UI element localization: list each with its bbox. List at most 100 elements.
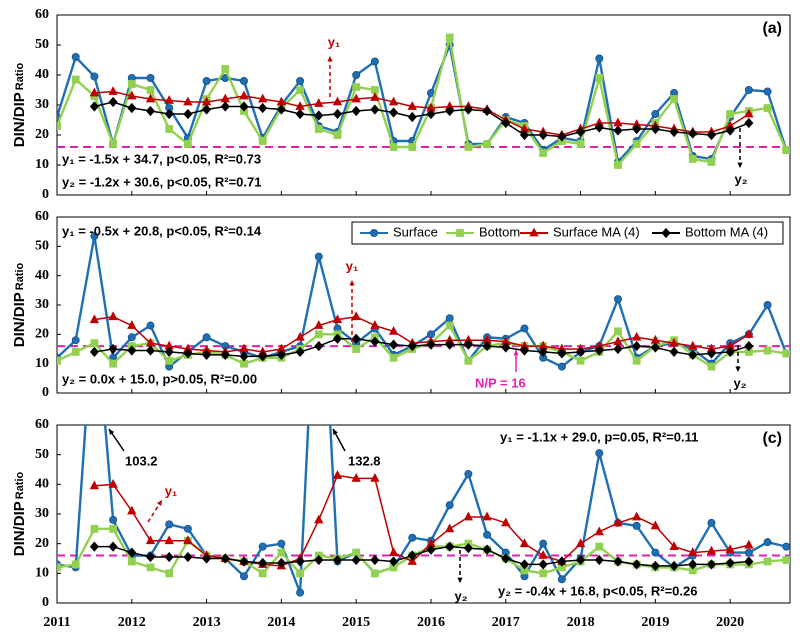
point [332, 314, 343, 324]
point [220, 101, 230, 112]
point [239, 90, 249, 100]
point [519, 129, 530, 141]
point [296, 77, 305, 86]
point [688, 547, 698, 556]
point [744, 548, 753, 557]
point [763, 104, 772, 112]
annotation: y₁ [165, 483, 178, 498]
point [183, 535, 193, 545]
point [258, 542, 267, 551]
point [725, 346, 735, 358]
point [183, 551, 193, 563]
point [277, 548, 286, 557]
y-tick-label: 50 [35, 37, 49, 52]
point [183, 348, 193, 359]
point [763, 87, 772, 96]
point [463, 511, 474, 521]
point [108, 86, 118, 95]
y-axis-label-sub: Ratio [14, 262, 26, 290]
annotation: y₁ = -1.1x + 29.0, p=0.05, R²=0.11 [500, 429, 698, 444]
annotation: y₂ = -1.2x + 30.6, p<0.05, R²=0.71 [62, 174, 261, 189]
point [408, 533, 417, 542]
point [594, 122, 604, 133]
point [108, 311, 118, 321]
point [127, 320, 137, 329]
point [239, 572, 248, 581]
point [109, 515, 118, 524]
point [258, 102, 268, 114]
point [539, 539, 548, 548]
point [164, 551, 174, 563]
point [632, 123, 642, 135]
point [332, 470, 343, 479]
point [109, 524, 117, 533]
point [165, 520, 174, 529]
y-tick-label: 10 [35, 566, 49, 581]
panel-label: (a) [762, 20, 782, 37]
legend-marker [456, 229, 464, 237]
point [145, 93, 156, 103]
point [71, 560, 80, 569]
point [520, 324, 529, 333]
point [669, 346, 679, 358]
point [538, 129, 548, 141]
point [594, 526, 604, 536]
point [482, 105, 492, 117]
series-line [57, 425, 787, 594]
point [501, 342, 511, 353]
point [595, 542, 604, 551]
point [613, 556, 623, 567]
point [314, 320, 324, 329]
point [389, 353, 398, 362]
point [557, 362, 566, 371]
point [483, 530, 492, 539]
point [351, 93, 361, 103]
arrow-head [737, 162, 743, 168]
point [501, 517, 511, 527]
point [744, 117, 754, 129]
point [707, 518, 716, 527]
point [408, 143, 417, 151]
point [127, 557, 136, 566]
point [501, 117, 511, 129]
arrow-head [513, 350, 519, 356]
y-axis-label-main: DIN/DIP [11, 92, 28, 147]
point [295, 331, 305, 341]
point [109, 140, 117, 148]
point [89, 101, 99, 112]
point [389, 339, 399, 350]
point [351, 554, 361, 566]
point [295, 108, 305, 120]
point [445, 33, 454, 42]
x-tick-label: 2015 [342, 615, 370, 630]
point [445, 501, 454, 510]
point [669, 541, 679, 551]
legend-label: Surface [393, 224, 438, 239]
point [782, 146, 790, 154]
point [650, 520, 661, 530]
point [519, 345, 530, 356]
annotation: y₂ = 0.0x + 15.0, p>0.05, R²=0.00 [62, 371, 257, 386]
point [370, 57, 379, 66]
point [127, 505, 137, 515]
point [89, 480, 100, 490]
point [239, 101, 249, 112]
point [650, 123, 660, 135]
point [295, 556, 305, 567]
y-tick-label: 50 [35, 239, 49, 254]
point [407, 111, 417, 123]
point [557, 575, 566, 584]
point [90, 72, 99, 81]
point [576, 554, 586, 566]
point [258, 557, 268, 569]
point [370, 92, 380, 101]
point [763, 346, 772, 355]
point [352, 71, 361, 80]
point [258, 93, 268, 103]
point [445, 314, 454, 323]
point [89, 346, 99, 358]
point [688, 155, 697, 163]
point [445, 523, 455, 533]
point [370, 336, 380, 347]
